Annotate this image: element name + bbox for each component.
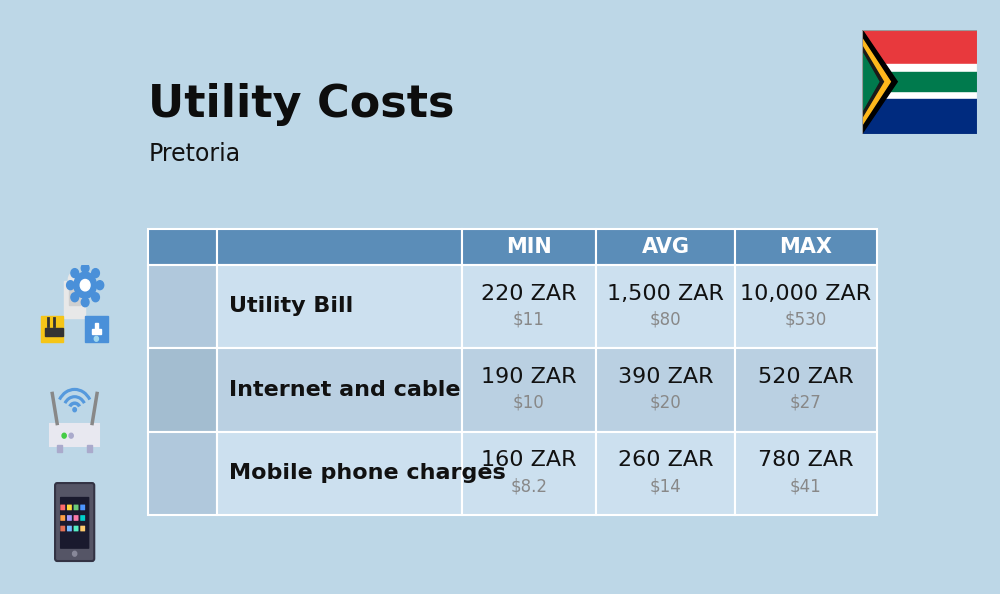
Bar (596, 432, 735, 515)
Text: MAX: MAX (779, 237, 832, 257)
Polygon shape (862, 46, 883, 118)
Text: 220 ZAR: 220 ZAR (481, 284, 577, 304)
FancyBboxPatch shape (67, 504, 72, 510)
FancyBboxPatch shape (67, 526, 72, 532)
Polygon shape (862, 38, 890, 125)
FancyBboxPatch shape (55, 483, 94, 561)
Bar (57, 446, 62, 452)
Circle shape (71, 293, 79, 302)
Text: Pretoria: Pretoria (148, 142, 240, 166)
FancyBboxPatch shape (60, 497, 89, 549)
Bar (148, 265, 217, 348)
Bar (69, 289, 80, 305)
Text: $27: $27 (790, 394, 822, 412)
Text: 390 ZAR: 390 ZAR (618, 367, 713, 387)
Bar (148, 348, 217, 432)
Circle shape (94, 336, 98, 341)
Circle shape (62, 433, 66, 438)
Bar (148, 432, 217, 515)
FancyBboxPatch shape (60, 526, 65, 532)
Text: 10,000 ZAR: 10,000 ZAR (740, 284, 871, 304)
Bar (87, 446, 92, 452)
Bar (862, 99, 977, 134)
Text: Utility Costs: Utility Costs (148, 83, 455, 126)
Circle shape (96, 281, 104, 290)
Circle shape (73, 407, 76, 412)
Bar (45, 328, 63, 336)
Circle shape (69, 433, 73, 438)
Bar (50, 424, 99, 446)
Bar (41, 316, 63, 342)
FancyBboxPatch shape (74, 526, 78, 532)
Circle shape (92, 293, 99, 302)
Circle shape (80, 280, 90, 291)
Bar (735, 265, 877, 348)
Bar (462, 265, 596, 348)
Text: MIN: MIN (506, 237, 552, 257)
Bar (217, 348, 462, 432)
Bar (735, 229, 877, 265)
Bar (596, 348, 735, 432)
Text: $20: $20 (650, 394, 681, 412)
Circle shape (74, 272, 96, 298)
Bar (735, 432, 877, 515)
Circle shape (81, 298, 89, 307)
Text: 260 ZAR: 260 ZAR (618, 450, 713, 470)
Bar (862, 30, 977, 64)
Text: $14: $14 (650, 477, 681, 495)
Circle shape (71, 268, 79, 277)
Bar (862, 72, 977, 91)
Bar (64, 281, 85, 318)
Text: 160 ZAR: 160 ZAR (481, 450, 577, 470)
Circle shape (81, 264, 89, 273)
Bar (217, 432, 462, 515)
Bar (596, 229, 735, 265)
Text: $41: $41 (790, 477, 822, 495)
Bar (462, 432, 596, 515)
Text: Utility Bill: Utility Bill (229, 296, 353, 317)
Text: $530: $530 (785, 310, 827, 328)
Text: 780 ZAR: 780 ZAR (758, 450, 853, 470)
Bar (217, 229, 462, 265)
Text: AVG: AVG (641, 237, 689, 257)
Bar (462, 348, 596, 432)
FancyBboxPatch shape (80, 504, 85, 510)
FancyBboxPatch shape (80, 515, 85, 521)
Text: 190 ZAR: 190 ZAR (481, 367, 577, 387)
Text: 1,500 ZAR: 1,500 ZAR (607, 284, 724, 304)
Text: $80: $80 (650, 310, 681, 328)
Text: $10: $10 (513, 394, 545, 412)
Bar (735, 348, 877, 432)
Polygon shape (862, 30, 897, 134)
FancyBboxPatch shape (60, 515, 65, 521)
Text: 520 ZAR: 520 ZAR (758, 367, 854, 387)
FancyBboxPatch shape (60, 504, 65, 510)
Polygon shape (862, 52, 879, 111)
FancyBboxPatch shape (74, 515, 78, 521)
Circle shape (92, 268, 99, 277)
Text: Internet and cable: Internet and cable (229, 380, 461, 400)
Circle shape (67, 281, 74, 290)
Text: $11: $11 (513, 310, 545, 328)
Text: $8.2: $8.2 (510, 477, 547, 495)
Bar (596, 265, 735, 348)
Bar (148, 229, 217, 265)
Bar (92, 329, 101, 334)
FancyBboxPatch shape (80, 526, 85, 532)
Bar (95, 323, 98, 329)
Circle shape (68, 272, 81, 287)
Text: Mobile phone charges: Mobile phone charges (229, 463, 506, 484)
Bar (217, 265, 462, 348)
Circle shape (73, 551, 77, 556)
Bar (85, 316, 108, 342)
Bar (462, 229, 596, 265)
Bar (862, 64, 977, 99)
FancyBboxPatch shape (67, 515, 72, 521)
FancyBboxPatch shape (74, 504, 78, 510)
